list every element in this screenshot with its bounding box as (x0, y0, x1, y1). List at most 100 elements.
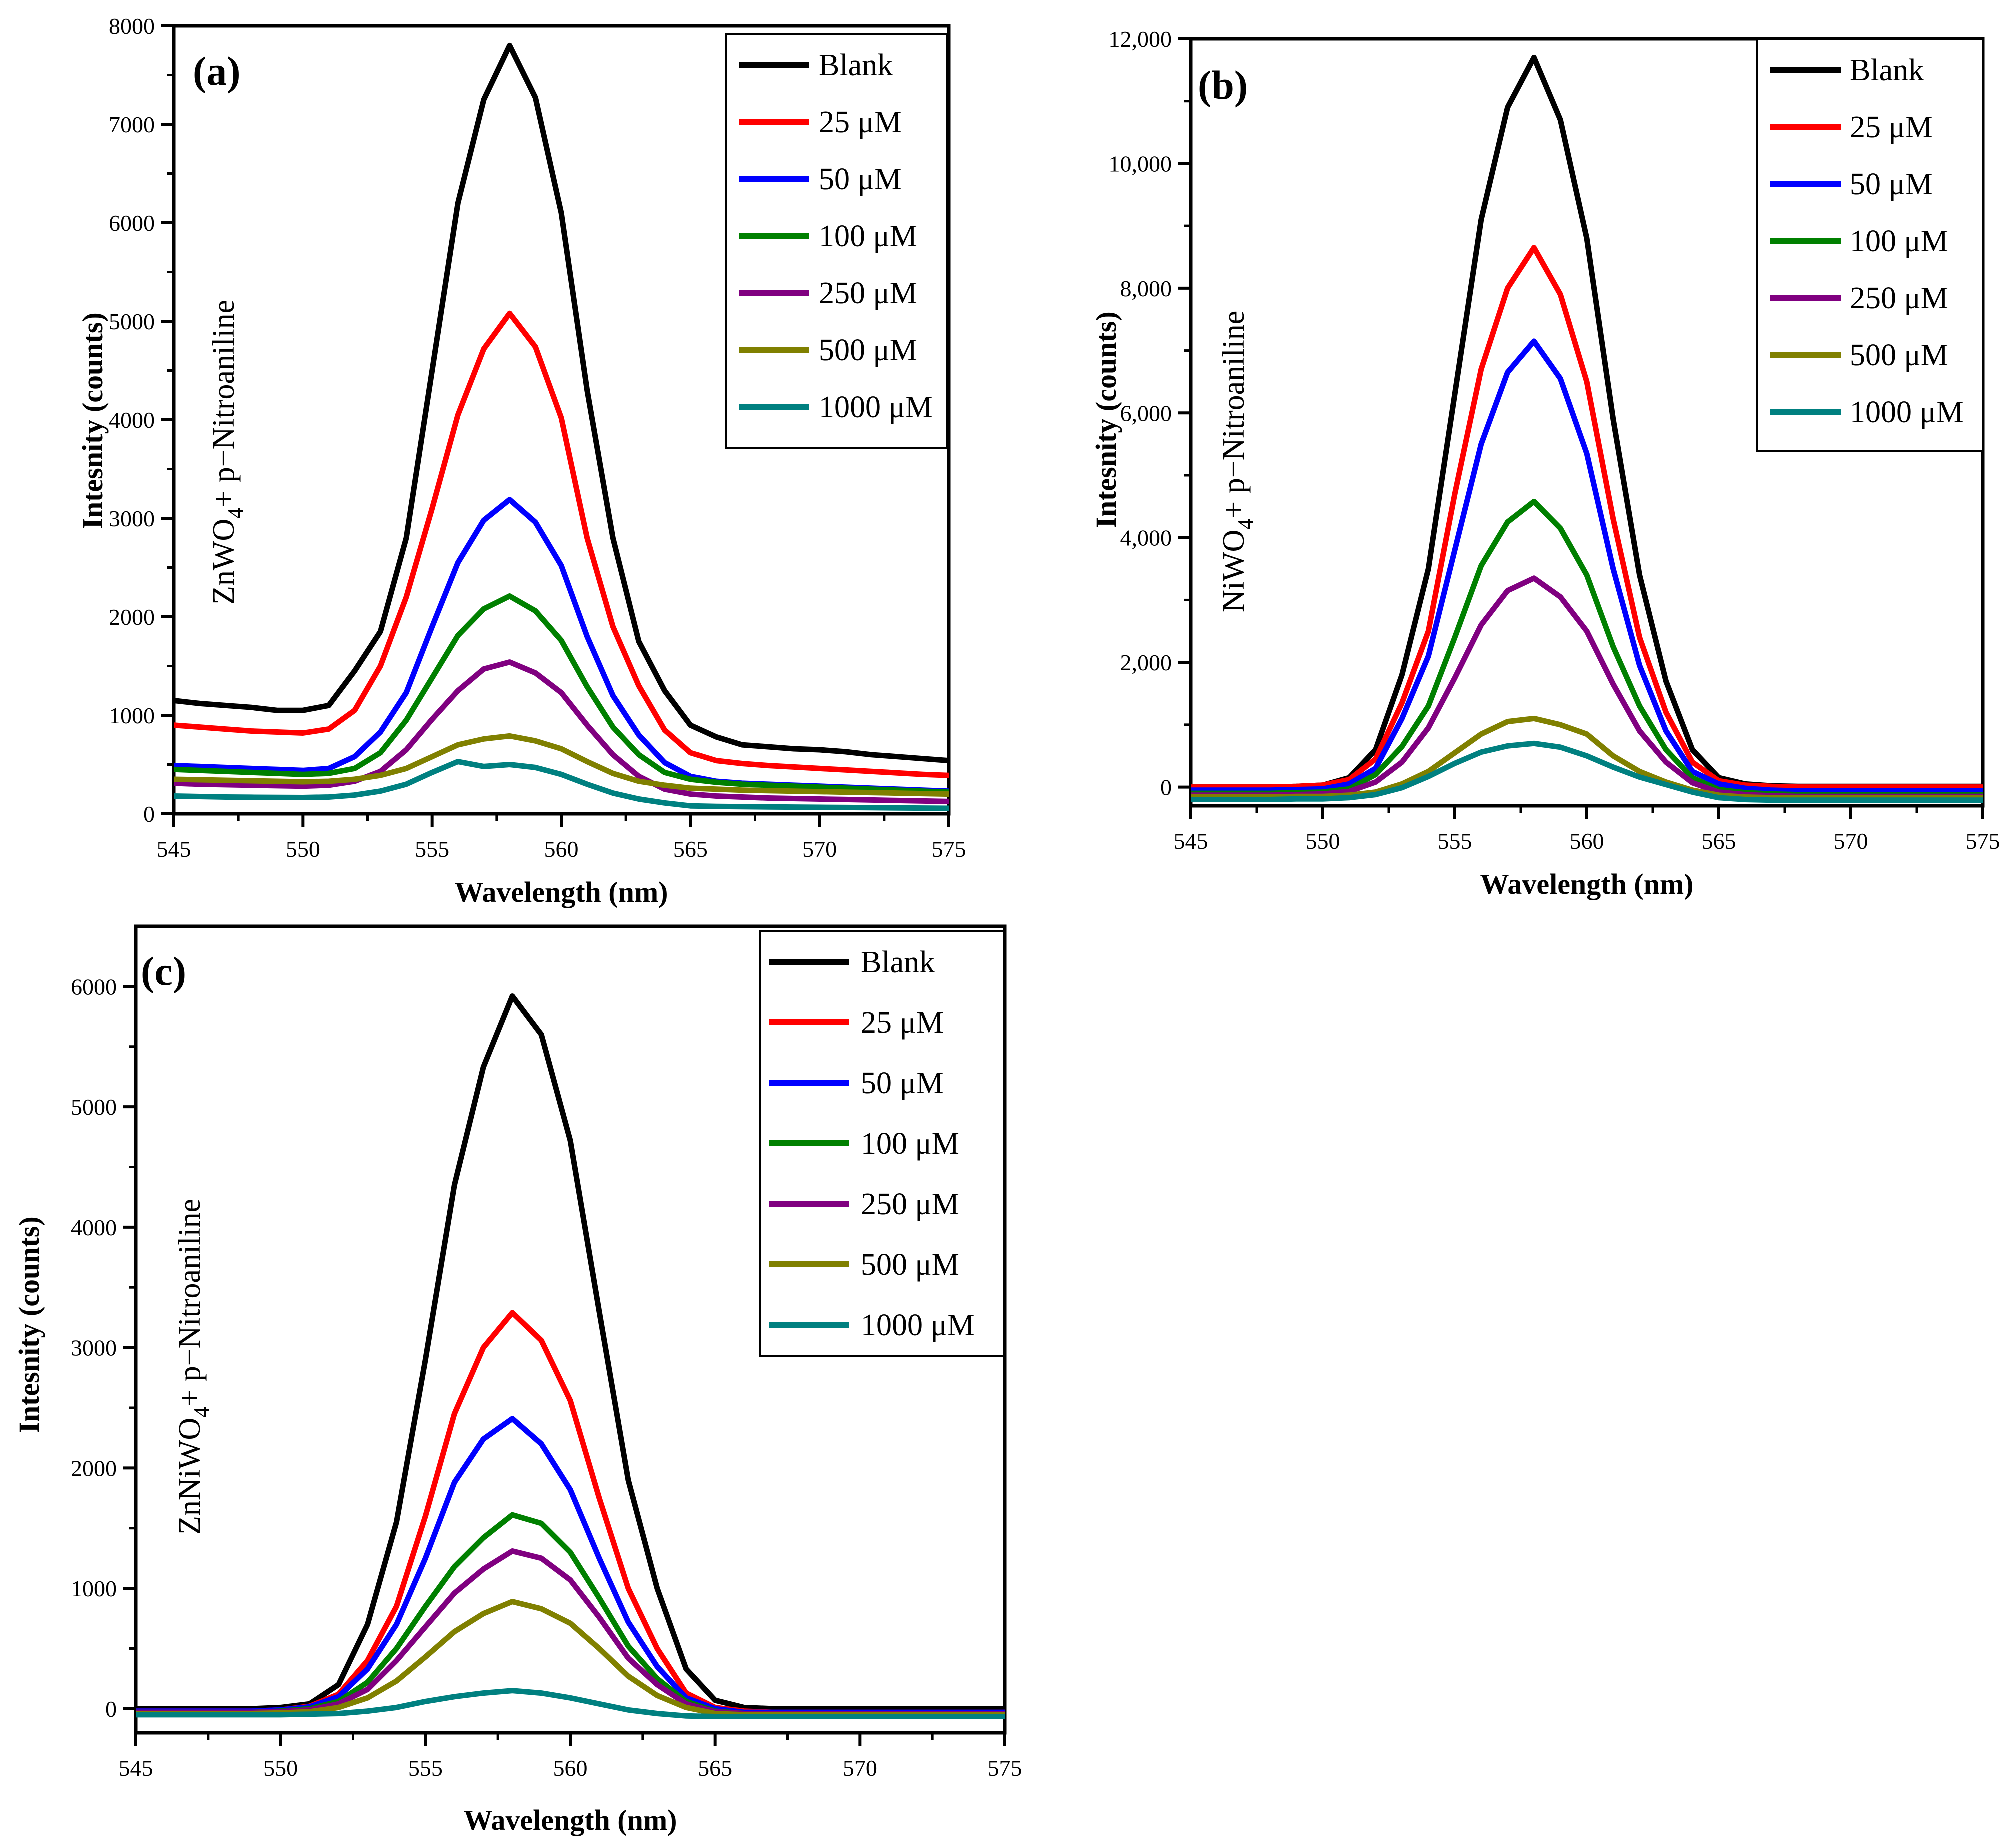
y-tick-label: 1000 (109, 703, 155, 728)
x-tick-label: 550 (286, 836, 320, 862)
legend-box (1756, 38, 1984, 452)
x-tick-label: 565 (698, 1755, 732, 1781)
y-tick-label: 3000 (109, 506, 155, 531)
x-tick-label: 545 (157, 836, 191, 862)
legend-box (725, 33, 948, 449)
panel-a-chart: 545 550 555 560 565 570 575 0 1000 2000 3000 4000 50… (76, 13, 966, 908)
legend-entry: 500 μM (819, 333, 917, 367)
legend-entry: 1000 μM (819, 390, 933, 424)
legend-entry: Blank (861, 945, 935, 979)
y-tick-label: 8000 (109, 13, 155, 39)
annotation-subscript: 4 (223, 508, 248, 519)
x-tick-label: 570 (843, 1755, 877, 1781)
y-tick-label: 2,000 (1120, 650, 1172, 675)
series-line-25-m (1191, 245, 1983, 790)
series-line-50-m (136, 1416, 1005, 1715)
legend-entry: 250 μM (819, 276, 917, 310)
annotation-subscript: 4 (189, 1407, 214, 1418)
y-tick-label: 5000 (109, 309, 155, 334)
annotation-suffix: + p−Nitroaniline (173, 1199, 207, 1407)
series-line-100-m (174, 593, 949, 795)
panel-c-chart: 545 550 555 560 565 570 575 0 1000 2000 3000 4000 50… (13, 924, 1022, 1836)
panel-label: (b) (1198, 62, 1248, 108)
y-tick-label: 5000 (71, 1094, 117, 1120)
series-line-250-m (174, 659, 949, 804)
x-tick-label: 560 (553, 1755, 588, 1781)
y-tick-label: 0 (1160, 775, 1172, 800)
y-axis-title: Intesnity (counts) (76, 312, 109, 529)
x-tick-label: 575 (932, 836, 966, 862)
legend-entry: 500 μM (861, 1248, 959, 1282)
x-tick-label: 570 (802, 836, 837, 862)
x-tick-label: 575 (1966, 828, 2000, 854)
legend-entry: Blank (1850, 53, 1924, 87)
x-tick-label: 575 (988, 1755, 1022, 1781)
y-tick-label: 4000 (71, 1215, 117, 1240)
y-tick-label: 8,000 (1120, 276, 1172, 301)
series-line-1000-m (174, 759, 949, 811)
y-tick-label: 4000 (109, 407, 155, 433)
y-tick-label: 0 (143, 801, 155, 827)
legend-entry: 100 μM (861, 1127, 959, 1161)
legend-entry: 25 μM (861, 1006, 944, 1040)
legend-entry: 50 μM (819, 162, 902, 196)
y-tick-label: 12,000 (1109, 26, 1172, 52)
x-axis-title: Wavelength (nm) (464, 1804, 677, 1836)
annotation-prefix: ZnNiWO (173, 1418, 207, 1535)
y-axis-title: Intesnity (counts) (1090, 311, 1122, 528)
y-tick-label: 2000 (71, 1455, 117, 1481)
annotation-suffix: + p−Nitroaniline (207, 300, 241, 508)
legend: Blank 25 μM 50 μM 100 μM 250 μM 500 μM 1000 μM (1756, 38, 1984, 452)
panel-b-chart: 545 550 555 560 565 570 575 0 2,000 4,000 6,000 8,0… (1090, 26, 2000, 900)
x-tick-label: 565 (673, 836, 708, 862)
series-line-1000-m (1191, 740, 1983, 803)
series-line-1000-m (136, 1688, 1005, 1719)
y-tick-label: 2000 (109, 604, 155, 630)
x-tick-label: 555 (1438, 828, 1472, 854)
legend-entry: 500 μM (1850, 338, 1948, 372)
x-tick-label: 570 (1834, 828, 1868, 854)
x-tick-label: 550 (263, 1755, 298, 1781)
legend-entry: 100 μM (1850, 224, 1948, 258)
y-tick-label: 0 (105, 1696, 117, 1722)
y-axis-title: Intesnity (counts) (13, 1216, 45, 1433)
legend-entry: 1000 μM (861, 1308, 975, 1342)
sample-annotation: ZnNiWO4+ p−Nitroaniline (173, 1199, 214, 1535)
legend: Blank 25 μM 50 μM 100 μM 250 μM 500 μM 1000 μM (725, 33, 948, 449)
annotation-subscript: 4 (1233, 519, 1258, 530)
x-tick-label: 560 (544, 836, 579, 862)
series-line-25-m (174, 310, 949, 778)
x-tick-label: 555 (415, 836, 449, 862)
legend-entry: 250 μM (861, 1187, 959, 1221)
y-tick-label: 6000 (109, 210, 155, 236)
legend-entry: 25 μM (819, 105, 902, 139)
x-tick-label: 545 (119, 1755, 153, 1781)
series-line-blank (174, 42, 949, 764)
y-tick-label: 1000 (71, 1576, 117, 1601)
sample-annotation: ZnWO4+ p−Nitroaniline (207, 300, 248, 605)
x-tick-label: 555 (408, 1755, 443, 1781)
panel-label: (a) (193, 48, 241, 94)
x-axis-title: Wavelength (nm) (455, 876, 668, 908)
x-axis-title: Wavelength (nm) (1480, 868, 1694, 900)
annotation-prefix: NiWO (1217, 530, 1251, 612)
series-line-250-m (1191, 575, 1983, 799)
legend-entry: 1000 μM (1850, 395, 1964, 429)
legend-entry: 250 μM (1850, 281, 1948, 315)
legend-entry: 25 μM (1850, 110, 1933, 144)
y-tick-label: 6000 (71, 974, 117, 999)
x-tick-label: 550 (1306, 828, 1340, 854)
legend: Blank 25 μM 50 μM 100 μM 250 μM 500 μM 1000 μM (759, 930, 1005, 1357)
x-tick-label: 565 (1702, 828, 1736, 854)
y-tick-label: 10,000 (1109, 151, 1172, 176)
series-line-100-m (1191, 498, 1983, 798)
y-tick-label: 6,000 (1120, 400, 1172, 426)
annotation-prefix: ZnWO (207, 519, 241, 605)
y-tick-label: 3000 (71, 1335, 117, 1361)
legend-entry: 100 μM (819, 219, 917, 253)
x-tick-label: 545 (1174, 828, 1208, 854)
series-line-100-m (136, 1512, 1005, 1716)
legend-entry: Blank (819, 48, 893, 82)
y-tick-label: 4,000 (1120, 525, 1172, 551)
